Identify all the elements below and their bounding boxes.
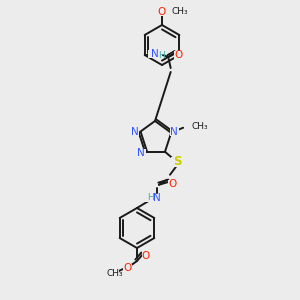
Text: H: H [158,52,165,61]
Text: O: O [123,263,131,273]
Bar [130,128,139,136]
Bar [157,8,166,16]
Text: O: O [142,251,150,261]
Text: N: N [131,127,139,137]
Bar [99,269,119,277]
Bar [186,123,206,131]
Text: O: O [157,7,165,17]
Text: CH₃: CH₃ [107,268,123,278]
Text: S: S [173,155,181,168]
Text: N: N [153,193,161,203]
Bar [122,264,131,272]
Bar [148,50,162,58]
Text: O: O [175,50,183,60]
Bar [169,180,178,188]
Text: H: H [148,193,154,202]
Text: O: O [169,179,177,189]
Bar [141,194,157,202]
Bar [136,149,146,157]
Bar [174,51,183,59]
Bar [142,252,151,260]
Text: CH₃: CH₃ [191,122,208,131]
Text: N: N [170,127,178,137]
Text: CH₃: CH₃ [171,8,188,16]
Text: N: N [151,49,159,59]
Text: N: N [137,148,145,158]
Bar [172,157,182,167]
Bar [170,128,179,136]
